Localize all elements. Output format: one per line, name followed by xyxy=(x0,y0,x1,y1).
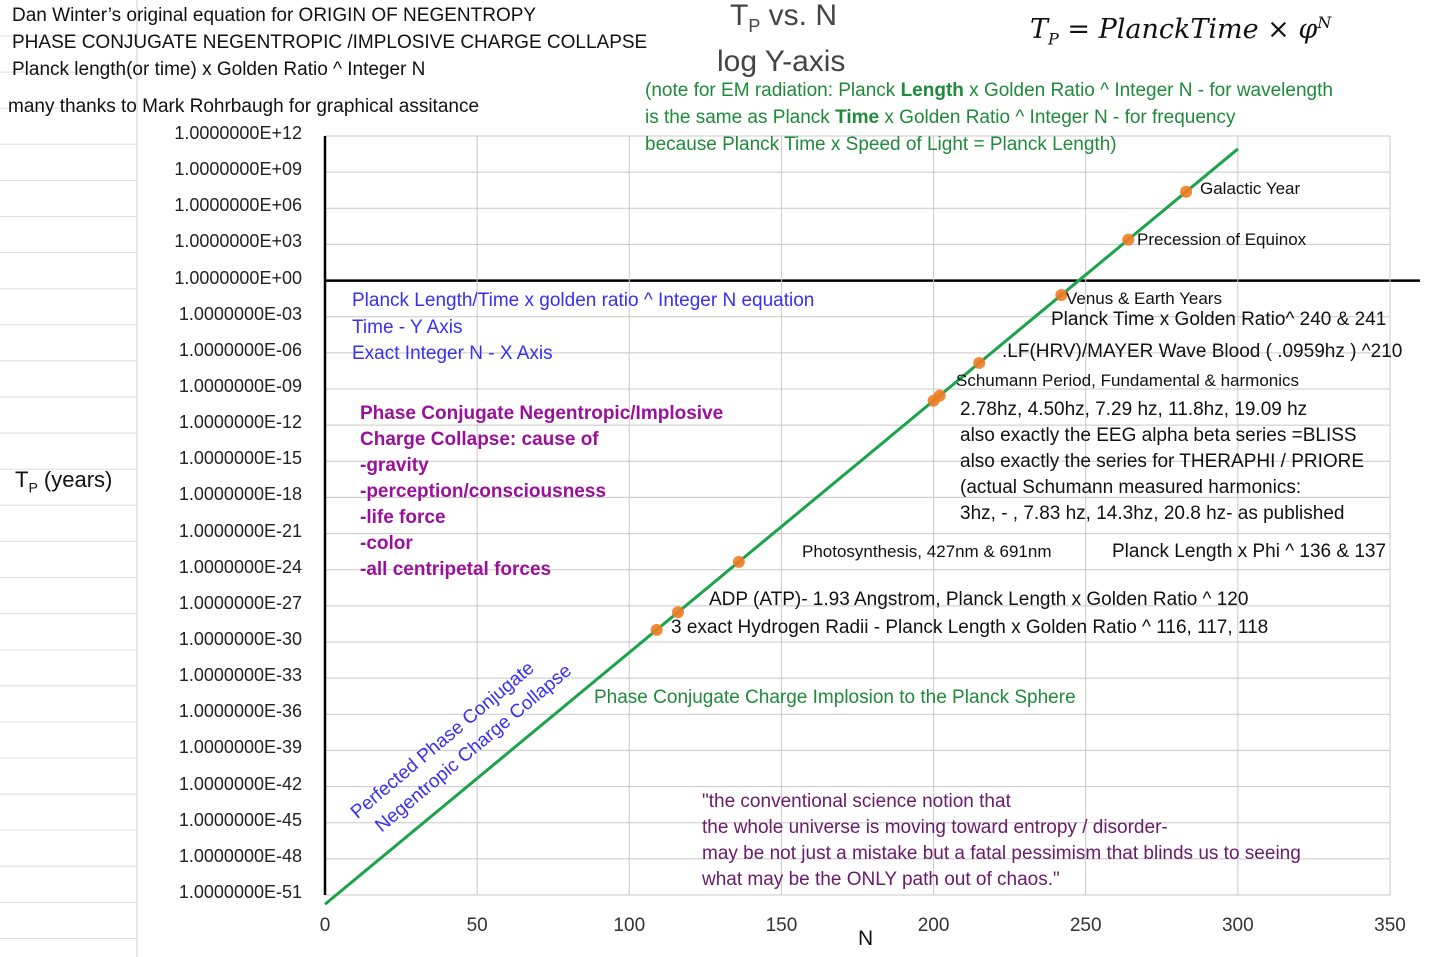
series-line xyxy=(324,147,1239,906)
chart-subtitle: log Y-axis xyxy=(717,45,846,78)
data-point xyxy=(973,356,986,369)
y-tick-label: 1.0000000E-39 xyxy=(178,737,302,758)
x-tick-label: 100 xyxy=(613,915,646,936)
label-galactic-year: Galactic Year xyxy=(1200,179,1301,198)
eq-desc-1: Planck Length/Time x golden ratio ^ Inte… xyxy=(352,290,815,311)
y-tick-label: 1.0000000E-06 xyxy=(178,339,302,360)
eq-desc-3: Exact Integer N - X Axis xyxy=(352,343,553,364)
label-lf-hrv: .LF(HRV)/MAYER Wave Blood ( .0959hz ) ^2… xyxy=(1002,341,1403,362)
data-point xyxy=(1122,233,1135,246)
quote-note: "the conventional science notion that th… xyxy=(702,789,1301,893)
quote-line: the whole universe is moving toward entr… xyxy=(702,817,1168,838)
y-tick-label: 1.0000000E-27 xyxy=(178,592,302,613)
y-tick-label: 1.0000000E+06 xyxy=(174,195,302,216)
collapse-line: -color xyxy=(360,533,413,554)
x-tick-label: 50 xyxy=(466,915,488,936)
y-tick-label: 1.0000000E-48 xyxy=(178,845,302,866)
y-tick-label: 1.0000000E+03 xyxy=(174,231,302,252)
y-tick-label: 1.0000000E-12 xyxy=(178,412,302,433)
y-tick-label: 1.0000000E-18 xyxy=(178,484,302,505)
chart-title: TP vs. N xyxy=(730,0,838,36)
collapse-note: Phase Conjugate Negentropic/Implosive Cha… xyxy=(360,401,723,583)
eq-desc-2: Time - Y Axis xyxy=(352,317,463,338)
y-tick-label: 1.0000000E-33 xyxy=(178,665,302,686)
y-tick-label: 1.0000000E-24 xyxy=(178,556,302,577)
quote-line: may be not just a mistake but a fatal pe… xyxy=(702,843,1301,864)
x-tick-label: 200 xyxy=(917,915,950,936)
data-point xyxy=(933,389,946,402)
y-tick-label: 1.0000000E-45 xyxy=(178,809,302,830)
collapse-line: -perception/consciousness xyxy=(360,481,607,502)
x-tick-label: 0 xyxy=(319,915,331,936)
y-tick-label: 1.0000000E-03 xyxy=(178,303,302,324)
y-tick-label: 1.0000000E-51 xyxy=(178,882,302,902)
schumann-line: also exactly the EEG alpha beta series =… xyxy=(960,425,1357,446)
data-point xyxy=(671,606,684,619)
x-axis-label: N xyxy=(858,927,874,950)
x-tick-label: 300 xyxy=(1221,915,1254,936)
quote-line: what may be the ONLY path out of chaos." xyxy=(702,869,1060,890)
schumann-line: 2.78hz, 4.50hz, 7.29 hz, 11.8hz, 19.09 h… xyxy=(960,399,1308,420)
y-tick-label: 1.0000000E-09 xyxy=(178,376,302,396)
em-note-2: is the same as Planck Time x Golden Rati… xyxy=(645,107,1236,128)
data-point xyxy=(1055,288,1068,301)
y-tick-label: 1.0000000E+00 xyxy=(174,267,302,288)
y-tick-label: 1.0000000E+12 xyxy=(174,123,302,143)
data-point xyxy=(732,555,745,568)
label-schumann: Schumann Period, Fundamental & harmonics xyxy=(956,371,1300,390)
y-axis-label: TP (years) xyxy=(15,467,113,496)
collapse-line: -gravity xyxy=(360,455,429,476)
em-note-3: because Planck Time x Speed of Light = P… xyxy=(645,134,1117,155)
data-point xyxy=(1180,185,1193,198)
schumann-line: (actual Schumann measured harmonics: xyxy=(960,477,1302,498)
data-point xyxy=(650,623,663,636)
y-tick-label: 1.0000000E-21 xyxy=(178,520,302,541)
label-photo-sub: Planck Length x Phi ^ 136 & 137 xyxy=(1112,541,1387,562)
y-tick-label: 1.0000000E+09 xyxy=(174,159,302,180)
header-line-3: Planck length(or time) x Golden Ratio ^ … xyxy=(12,59,426,80)
collapse-line: -all centripetal forces xyxy=(360,559,552,580)
label-venus-sub: Planck Time x Golden Ratio^ 240 & 241 xyxy=(1051,309,1387,330)
y-tick-label: 1.0000000E-15 xyxy=(178,448,302,469)
schumann-line: also exactly the series for THERAPHI / P… xyxy=(960,451,1365,472)
collapse-line: Phase Conjugate Negentropic/Implosive xyxy=(360,403,724,424)
em-note-1: (note for EM radiation: Planck Length x … xyxy=(645,80,1333,101)
label-venus-earth: Venus & Earth Years xyxy=(1066,289,1222,308)
header-line-1: Dan Winter’s original equation for ORIGI… xyxy=(12,5,537,26)
label-hydrogen: 3 exact Hydrogen Radii - Planck Length x… xyxy=(671,617,1269,638)
schumann-line: 3hz, - , 7.83 hz, 14.3hz, 20.8 hz- as pu… xyxy=(960,503,1345,524)
label-precession: Precession of Equinox xyxy=(1137,230,1307,249)
quote-line: "the conventional science notion that xyxy=(702,791,1011,812)
y-tick-label: 1.0000000E-30 xyxy=(178,629,302,649)
thanks-text: many thanks to Mark Rohrbaugh for graphi… xyxy=(8,96,480,117)
label-photosynthesis: Photosynthesis, 427nm & 691nm xyxy=(802,542,1052,561)
implosion-note: Phase Conjugate Charge Implosion to the … xyxy=(594,687,1076,708)
collapse-line: -life force xyxy=(360,507,446,528)
equation: TP = PlanckTime × φN xyxy=(1030,13,1332,49)
y-tick-label: 1.0000000E-42 xyxy=(178,773,302,794)
x-tick-label: 350 xyxy=(1374,915,1406,936)
schumann-notes: 2.78hz, 4.50hz, 7.29 hz, 11.8hz, 19.09 h… xyxy=(960,397,1364,527)
collapse-line: Charge Collapse: cause of xyxy=(360,429,599,450)
label-adp: ADP (ATP)- 1.93 Angstrom, Planck Length … xyxy=(709,589,1249,610)
x-tick-label: 150 xyxy=(765,915,798,936)
x-tick-label: 250 xyxy=(1069,915,1102,936)
header-line-2: PHASE CONJUGATE NEGENTROPIC /IMPLOSIVE C… xyxy=(12,32,648,53)
y-tick-label: 1.0000000E-36 xyxy=(178,701,302,722)
